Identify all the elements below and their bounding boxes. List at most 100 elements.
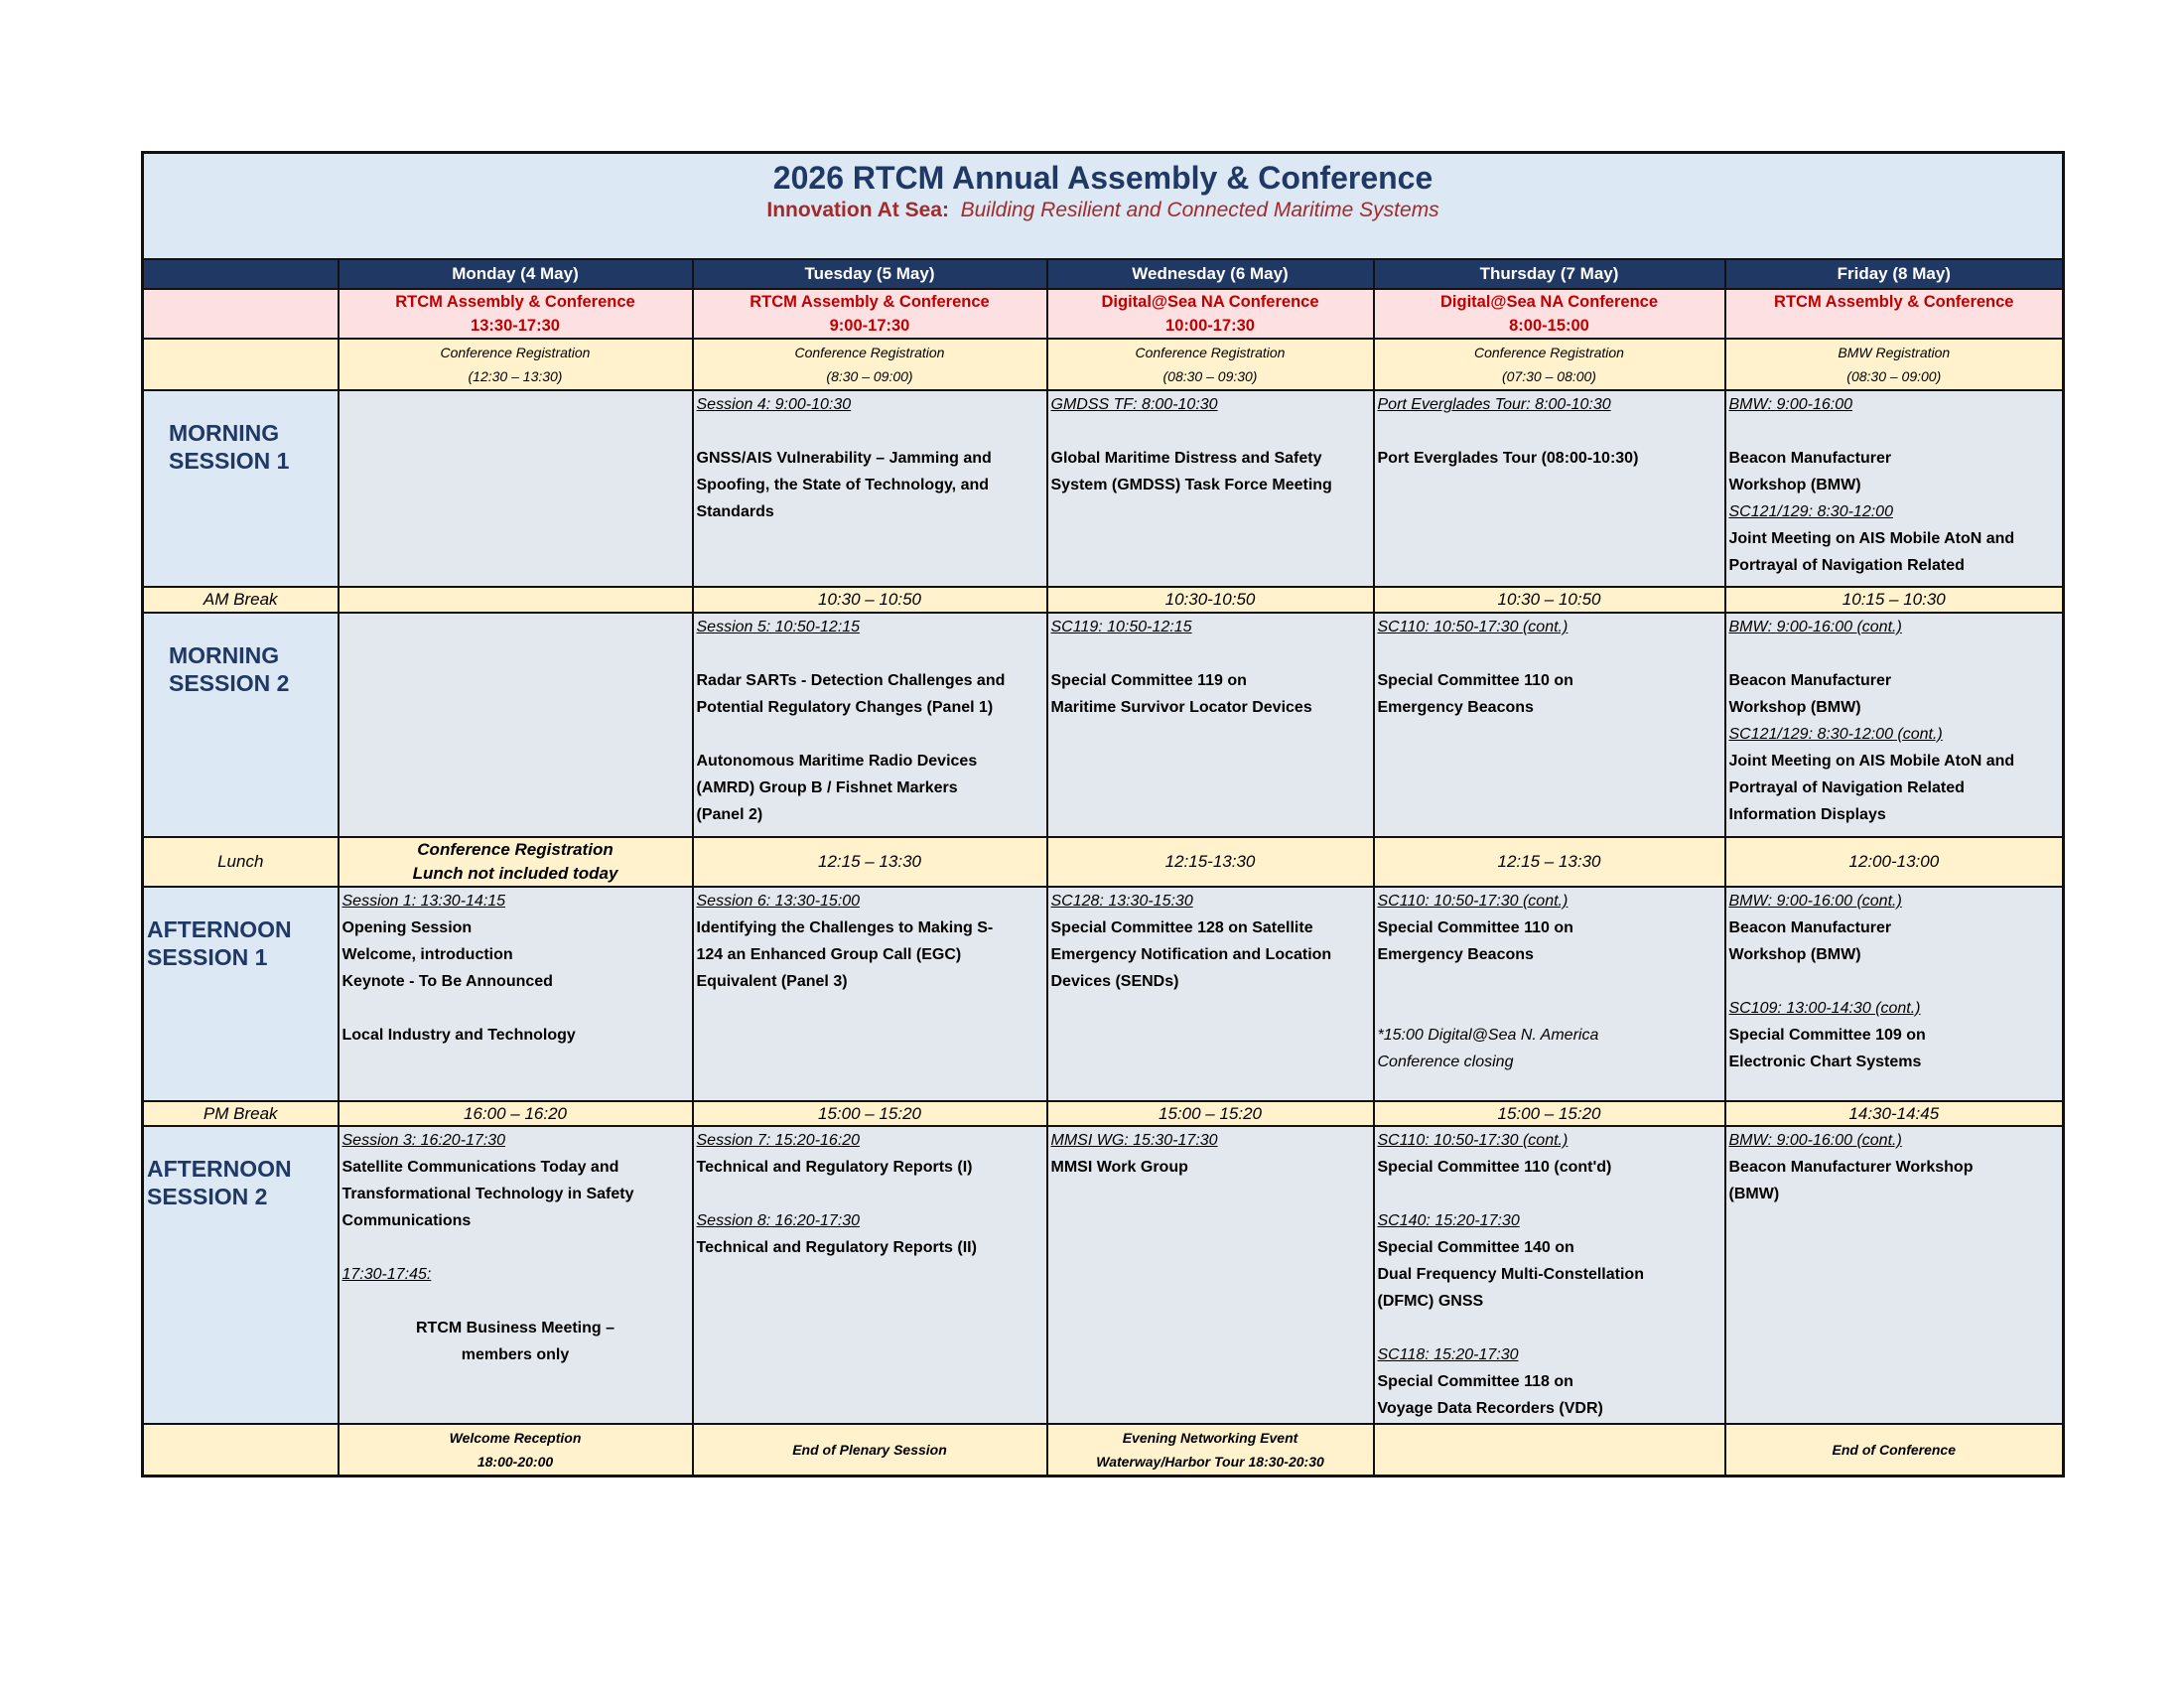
session-title: Port Everglades Tour (08:00-10:30) <box>1377 450 1639 467</box>
session-title: (AMRD) Group B / Fishnet Markers <box>696 779 958 796</box>
session-title: Workshop (BMW) <box>1728 946 1861 963</box>
session-title: Beacon Manufacturer <box>1728 672 1892 689</box>
registration-cell: Conference Registration (07:30 – 08:00) <box>1372 338 1726 391</box>
break-time: 12:00-13:00 <box>1848 852 1940 871</box>
session-title: Communications <box>341 1212 472 1229</box>
session-title: Information Displays <box>1728 806 1886 823</box>
session-title: Devices (SENDs) <box>1050 973 1179 990</box>
spacer <box>342 1288 689 1315</box>
time-slot: 17:30-17:45: <box>341 1266 432 1283</box>
time-slot: GMDSS TF: 8:00-10:30 <box>1050 396 1218 413</box>
session-cell: SC110: 10:50-17:30 (cont.) Special Commit… <box>1372 1125 1726 1425</box>
session-cell: Session 7: 15:20-16:20 Technical and Regu… <box>691 1125 1048 1425</box>
session-label-line: SESSION 2 <box>147 1184 268 1209</box>
session-title: GNSS/AIS Vulnerability – Jamming and <box>696 450 992 467</box>
session-title: Beacon Manufacturer <box>1728 919 1892 936</box>
session-title: (DFMC) GNSS <box>1377 1293 1484 1310</box>
session-title: members only <box>461 1346 570 1363</box>
session-title: Autonomous Maritime Radio Devices <box>696 753 978 770</box>
conference-hours: 9:00-17:30 <box>829 317 910 335</box>
session-cell: Session 1: 13:30-14:15 Opening Session Wel… <box>337 886 694 1102</box>
break-cell: 12:15-13:30 <box>1045 836 1375 888</box>
session-title: (Panel 2) <box>696 806 763 823</box>
time-slot: SC121/129: 8:30-12:00 (cont.) <box>1728 726 1943 743</box>
time-slot: BMW: 9:00-16:00 (cont.) <box>1728 619 1902 635</box>
break-cell <box>337 586 694 614</box>
session-title: Emergency Beacons <box>1377 946 1534 963</box>
spacer <box>1729 640 2060 667</box>
session-cell <box>337 389 694 588</box>
session-title: Local Industry and Technology <box>341 1027 576 1044</box>
session-label-line: SESSION 1 <box>169 448 290 474</box>
registration-label: Conference Registration <box>440 345 591 360</box>
footer-cell <box>1372 1423 1726 1477</box>
session-title: (BMW) <box>1728 1186 1780 1202</box>
session-cell: BMW: 9:00-16:00 (cont.) Beacon Manufactur… <box>1723 1125 2065 1425</box>
registration-time: (08:30 – 09:00) <box>1846 368 1942 384</box>
time-slot: SC110: 10:50-17:30 (cont.) <box>1377 893 1569 910</box>
break-label: AM Break <box>141 586 340 614</box>
conference-cell: Digital@Sea NA Conference 10:00-17:30 <box>1045 288 1375 340</box>
session-title: Special Committee 109 on <box>1728 1027 1926 1044</box>
session-title: Electronic Chart Systems <box>1728 1054 1922 1070</box>
conference-cell: RTCM Assembly & Conference 13:30-17:30 <box>337 288 694 340</box>
conference-name: RTCM Assembly & Conference <box>395 293 635 311</box>
registration-time: (8:30 – 09:00) <box>826 368 913 384</box>
footer-event: Welcome Reception <box>449 1430 582 1446</box>
break-row: AM Break 10:30 – 10:50 10:30-10:50 10:30 – … <box>141 586 2065 614</box>
session-title: Maritime Survivor Locator Devices <box>1050 699 1312 716</box>
day-header: Monday (4 May) <box>337 258 694 290</box>
spacer <box>1378 1315 1721 1341</box>
session-title: Joint Meeting on AIS Mobile AtoN and <box>1728 530 2015 547</box>
footer-cell: Evening Networking Event Waterway/Harbor … <box>1045 1423 1375 1477</box>
session-title: Special Committee 118 on <box>1377 1373 1573 1390</box>
session-label: MORNING SESSION 1 <box>141 389 340 588</box>
registration-label: Conference Registration <box>1135 345 1286 360</box>
session-title: Transformational Technology in Safety <box>341 1186 634 1202</box>
time-slot: Session 1: 13:30-14:15 <box>341 893 506 910</box>
session-title: Beacon Manufacturer Workshop <box>1728 1159 1974 1176</box>
registration-row: Conference Registration (12:30 – 13:30) Co… <box>141 338 2065 391</box>
spacer <box>1378 968 1721 995</box>
break-time: 14:30-14:45 <box>1848 1103 1940 1123</box>
break-time: 16:00 – 16:20 <box>464 1103 567 1123</box>
session-cell: SC128: 13:30-15:30 Special Committee 128 … <box>1045 886 1375 1102</box>
subtitle-tagline: Building Resilient and Connected Maritim… <box>960 199 1439 221</box>
registration-time: (12:30 – 13:30) <box>468 368 563 384</box>
spacer <box>1378 1181 1721 1207</box>
session-cell: Session 6: 13:30-15:00 Identifying the Ch… <box>691 886 1048 1102</box>
session-title: Potential Regulatory Changes (Panel 1) <box>696 699 994 716</box>
conference-name: Digital@Sea NA Conference <box>1101 293 1319 311</box>
session-label: MORNING SESSION 2 <box>141 612 340 838</box>
registration-time: (08:30 – 09:30) <box>1162 368 1258 384</box>
subtitle-theme: Innovation At Sea: <box>766 199 949 221</box>
session-cell: Session 3: 16:20-17:30 Satellite Communic… <box>337 1125 694 1425</box>
session-label-line: MORNING <box>169 420 280 446</box>
session-cell: SC110: 10:50-17:30 (cont.) Special Commit… <box>1372 886 1726 1102</box>
session-note: *15:00 Digital@Sea N. America <box>1377 1027 1599 1044</box>
session-title: RTCM Business Meeting – <box>415 1320 615 1336</box>
time-slot: Session 4: 9:00-10:30 <box>696 396 852 413</box>
day-header-row: Monday (4 May) Tuesday (5 May) Wednesday (… <box>141 258 2065 290</box>
break-cell: 10:15 – 10:30 <box>1723 586 2065 614</box>
time-slot: SC119: 10:50-12:15 <box>1050 619 1192 635</box>
session-title: Keynote - To Be Announced <box>341 973 553 990</box>
session-title: Welcome, introduction <box>341 946 513 963</box>
time-slot: SC121/129: 8:30-12:00 <box>1728 503 1893 520</box>
session-label: AFTERNOON SESSION 2 <box>141 1125 340 1425</box>
break-cell: 12:15 – 13:30 <box>691 836 1048 888</box>
registration-row-label <box>141 338 340 391</box>
spacer <box>1378 418 1721 445</box>
session-title: Spoofing, the State of Technology, and <box>696 477 990 493</box>
session-title: Portrayal of Navigation Related <box>1728 779 1965 796</box>
session-label: AFTERNOON SESSION 1 <box>141 886 340 1102</box>
time-slot: Session 8: 16:20-17:30 <box>696 1212 861 1229</box>
registration-time: (07:30 – 08:00) <box>1502 368 1596 384</box>
session-label-line: SESSION 1 <box>147 944 268 970</box>
session-title: Portrayal of Navigation Related <box>1728 557 1965 574</box>
spacer <box>697 418 1043 445</box>
break-time: 12:15 – 13:30 <box>1497 852 1601 871</box>
time-slot: SC110: 10:50-17:30 (cont.) <box>1377 619 1569 635</box>
page-title: 2026 RTCM Annual Assembly & Conference <box>772 160 1433 196</box>
break-cell: 15:00 – 15:20 <box>1372 1100 1726 1127</box>
